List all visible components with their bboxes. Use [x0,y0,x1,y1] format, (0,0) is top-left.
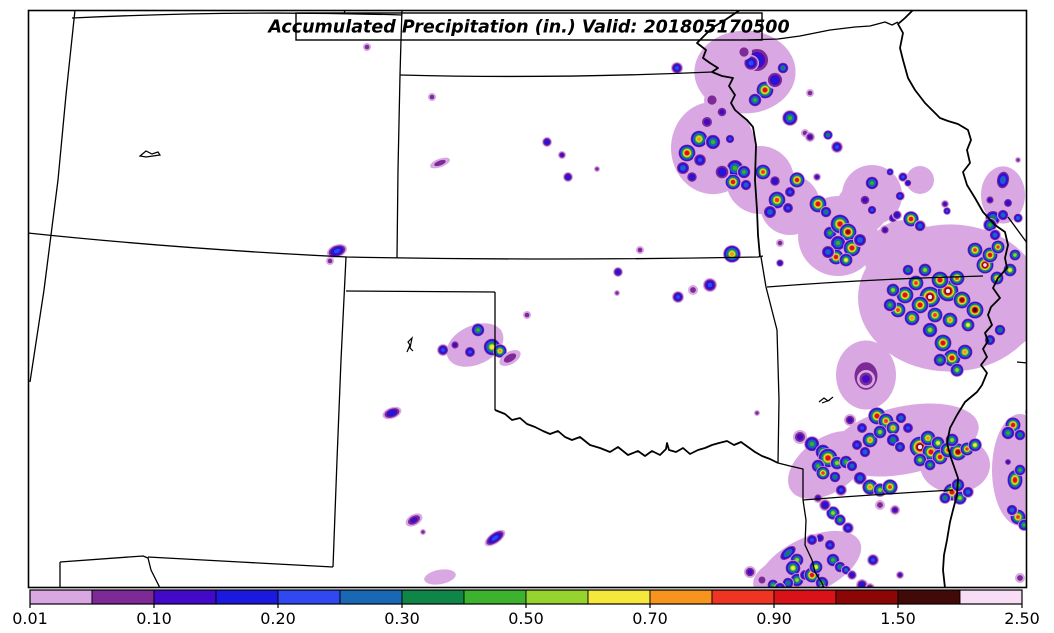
colorbar-tick-label: 0.10 [136,609,172,628]
colorbar-segment [587,589,651,605]
map-frame [27,9,1028,589]
colorbar-tick-label: 0.01 [12,609,48,628]
title-box: Accumulated Precipitation (in.) Valid: 2… [266,12,790,41]
title-box-border [295,12,763,41]
colorbar: 0.01 0.10 0.20 0.30 0.50 0.70 0.90 1.50 2.50 [12,589,1040,628]
colorbar-tick-label: 0.90 [756,609,792,628]
colorbar-segment [711,589,775,605]
rivers-layer [494,11,1009,587]
colorbar-segment [215,589,279,605]
colorbar-segment [773,589,837,605]
small-water-marks-layer [138,150,834,404]
colorbar-segment [649,589,713,605]
colorbar-segment [525,589,589,605]
colorbar-segment [277,589,341,605]
colorbar-segment [401,589,465,605]
colorbar-segment [91,589,155,605]
colorbar-tick-label: 0.30 [384,609,420,628]
colorbar-tick-label: 2.50 [1004,609,1040,628]
colorbar-segment [959,589,1023,605]
colorbar-segment [463,589,527,605]
colorbar-segment [339,589,403,605]
map-title: Accumulated Precipitation (in.) Valid: 2… [266,18,789,38]
colorbar-segment [153,589,217,605]
colorbar-tick-label: 0.50 [508,609,544,628]
colorbar-segment [29,589,93,605]
colorbar-tick-label: 0.20 [260,609,296,628]
colorbar-segment [835,589,899,605]
precipitation-layer [326,30,1026,587]
state-borders-layer [29,11,1026,587]
colorbar-segment [897,589,961,605]
colorbar-tick-label: 0.70 [632,609,668,628]
colorbar-tick-label: 1.50 [880,609,916,628]
